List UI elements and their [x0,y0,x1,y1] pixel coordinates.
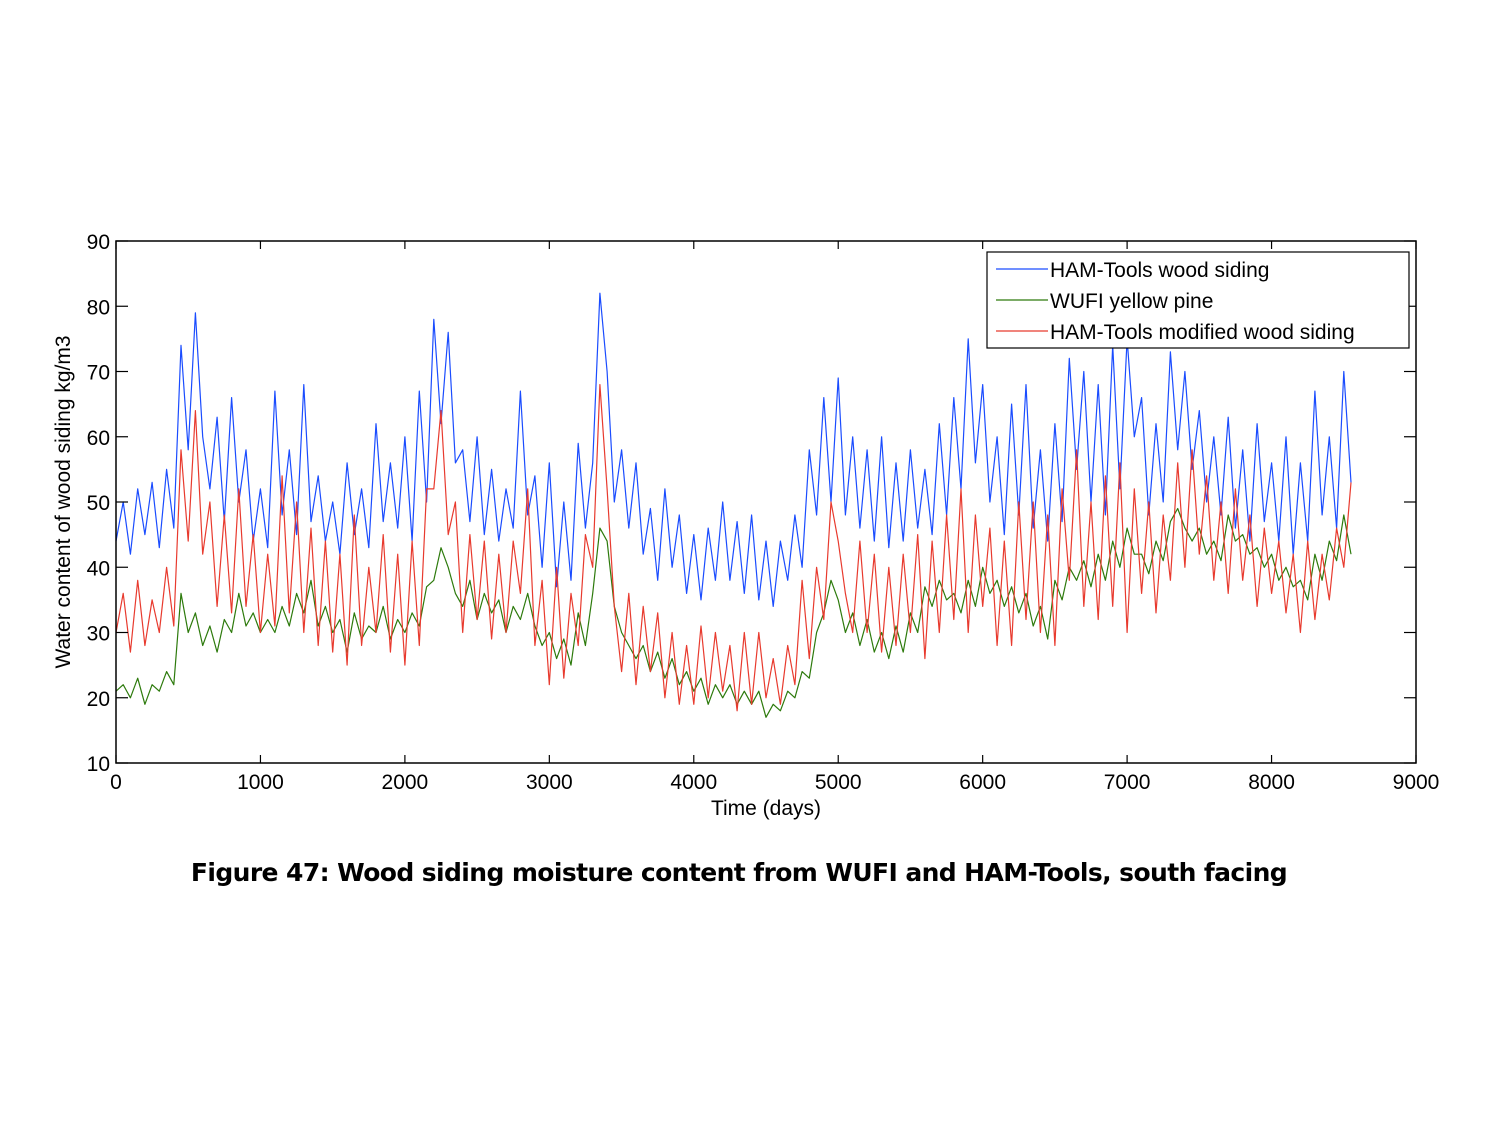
legend-item: WUFI yellow pine [996,290,1213,313]
figure-caption: Figure 47: Wood siding moisture content … [190,858,1288,887]
x-tick-label: 7000 [1104,771,1151,794]
legend-items: HAM-Tools wood siding WUFI yellow pine HAM… [996,259,1355,344]
y-tick-label: 20 [87,688,110,711]
y-tick-label: 30 [87,623,110,646]
y-tick-label: 80 [87,296,110,319]
x-tick-label: 4000 [670,771,717,794]
x-axis-title: Time (days) [711,797,821,820]
x-tick-label: 6000 [959,771,1006,794]
ticks-layer [115,240,1417,764]
y-tick-label: 70 [87,362,110,385]
y-tick-label: 10 [87,753,110,776]
y-tick-label: 50 [87,492,110,515]
y-tick-label: 40 [87,557,110,580]
x-tick-label: 0 [110,771,122,794]
series-line-2 [115,507,1352,718]
legend-item: HAM-Tools modified wood siding [996,321,1355,344]
series-line-3 [115,384,1352,712]
series-layer [115,292,1352,718]
x-tick-label: 8000 [1248,771,1295,794]
y-tick-labels: 10 20 30 40 50 60 70 80 90 [87,231,110,776]
legend-label: HAM-Tools wood siding [1050,259,1269,282]
x-tick-label: 3000 [526,771,573,794]
y-tick-label: 60 [87,427,110,450]
x-tick-label: 1000 [237,771,284,794]
y-axis-title: Water content of wood siding kg/m3 [52,335,75,668]
legend-box [986,251,1410,349]
legend-label: WUFI yellow pine [1050,290,1213,313]
x-tick-label: 9000 [1393,771,1440,794]
series-line-1 [115,292,1352,608]
x-tick-label: 5000 [815,771,862,794]
legend: HAM-Tools wood siding WUFI yellow pine HAM… [986,251,1410,349]
legend-label: HAM-Tools modified wood siding [1050,321,1355,344]
x-tick-label: 2000 [382,771,429,794]
x-tick-labels: 0 1000 2000 3000 4000 5000 6000 7000 8000 9000 [110,771,1439,794]
legend-item: HAM-Tools wood siding [996,259,1269,282]
y-tick-label: 90 [87,231,110,254]
